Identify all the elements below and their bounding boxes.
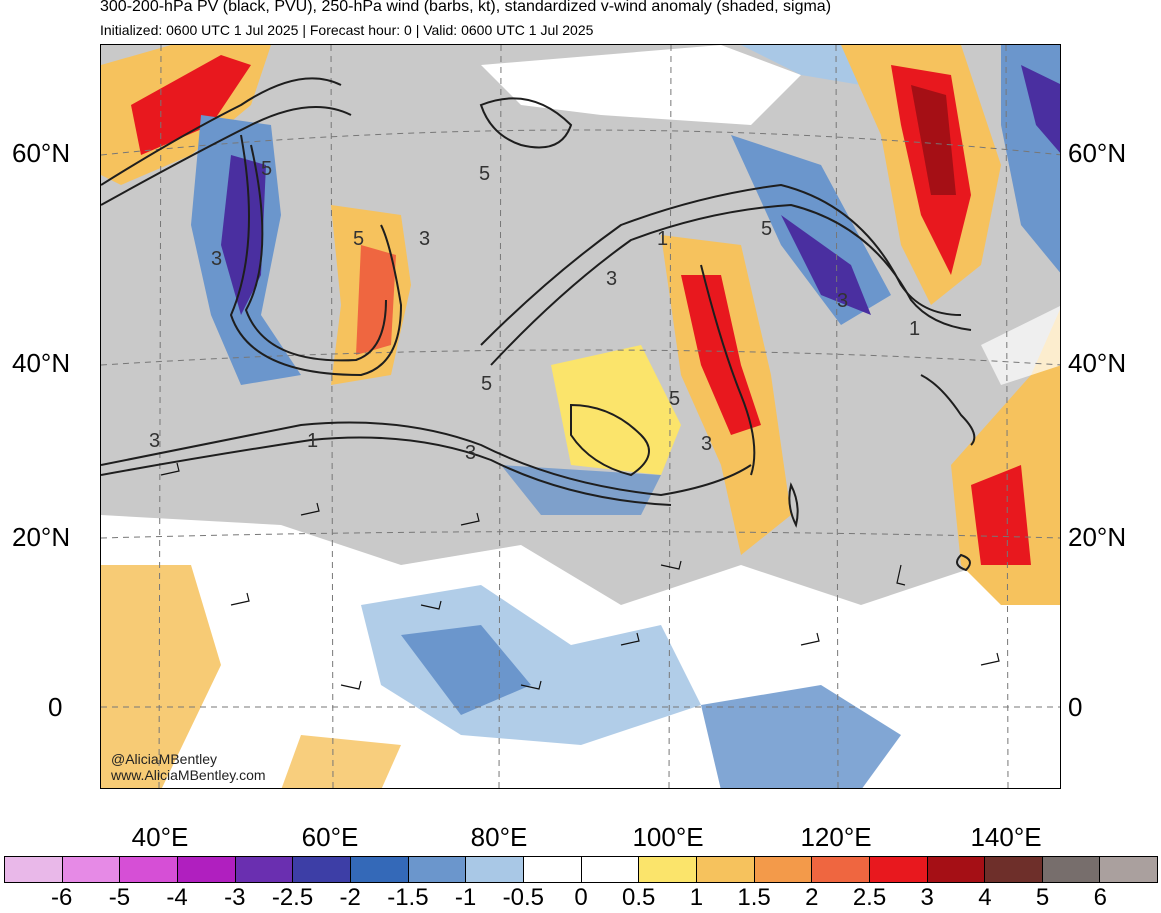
pos-anomaly-central bbox=[551, 345, 681, 475]
colorbar-segment bbox=[1100, 857, 1158, 882]
credit-url: www.AliciaMBentley.com bbox=[111, 767, 266, 783]
lat-label-right: 60°N bbox=[1068, 138, 1127, 168]
lat-label-left: 20°N bbox=[12, 522, 71, 552]
colorbar-tick-label: -6 bbox=[51, 884, 73, 911]
pos-anomaly-south bbox=[281, 735, 401, 788]
neg-anomaly-ne-core bbox=[1021, 65, 1060, 153]
lon-label: 100°E bbox=[632, 822, 704, 852]
lon-label: 80°E bbox=[470, 822, 528, 852]
lat-label-left: 0 bbox=[48, 692, 63, 722]
pos-anomaly-ridge-core bbox=[356, 245, 396, 355]
colorbar-tick-label: -2.5 bbox=[271, 884, 314, 911]
pos-anomaly-africa bbox=[101, 565, 221, 788]
colorbar-segment bbox=[466, 857, 524, 882]
colorbar-tick-label: 2.5 bbox=[852, 884, 887, 911]
colorbar-tick-label: 6 bbox=[1093, 884, 1107, 911]
chart-subtitle: Initialized: 0600 UTC 1 Jul 2025 | Forec… bbox=[100, 22, 594, 38]
colorbar-segment bbox=[927, 857, 986, 882]
credit-handle: @AliciaMBentley bbox=[111, 751, 218, 767]
wind-barbs bbox=[160, 462, 1000, 690]
colorbar-segment bbox=[696, 857, 755, 882]
colorbar-tick-label: -3 bbox=[224, 884, 246, 911]
colorbar-tick-label: 0 bbox=[574, 884, 588, 911]
lat-label-right: 40°N bbox=[1068, 348, 1127, 378]
colorbar-segment bbox=[120, 857, 178, 882]
colorbar-segment bbox=[350, 857, 409, 882]
neg-anomaly-tibet bbox=[501, 465, 661, 515]
colorbar-segment bbox=[639, 857, 697, 882]
colorbar-tick-label: 3 bbox=[920, 884, 934, 911]
map-graphic bbox=[101, 45, 1060, 788]
colorbar-tick-label: 5 bbox=[1035, 884, 1050, 911]
colorbar-tick-label: 1 bbox=[689, 884, 704, 911]
colorbar-tick-label: -4 bbox=[166, 884, 188, 911]
lon-label: 120°E bbox=[800, 822, 872, 852]
lon-label: 40°E bbox=[131, 822, 189, 852]
colorbar-tick-label: -1.5 bbox=[387, 884, 429, 911]
neg-anomaly-manchuria-core bbox=[781, 215, 871, 315]
lat-label-right: 20°N bbox=[1068, 522, 1127, 552]
pos-anomaly-pacific-core bbox=[971, 465, 1031, 565]
colorbar-segment bbox=[985, 857, 1043, 882]
colorbar-segment bbox=[869, 857, 928, 882]
pacific-white bbox=[981, 305, 1060, 385]
lat-label-left: 40°N bbox=[12, 348, 71, 378]
colorbar-segment bbox=[754, 857, 813, 882]
colorbar-segment bbox=[5, 857, 63, 882]
colorbar-segment bbox=[812, 857, 870, 882]
colorbar-segment bbox=[62, 857, 121, 882]
pv-contours bbox=[101, 77, 976, 572]
colorbar-segment bbox=[408, 857, 467, 882]
pos-anomaly-japan-peak bbox=[911, 85, 956, 195]
graticule bbox=[101, 45, 1060, 788]
colorbar-tick-label: 4 bbox=[978, 884, 992, 911]
neg-anomaly-core bbox=[401, 625, 531, 715]
colorbar-tick-label: -2 bbox=[339, 884, 361, 911]
colorbar bbox=[4, 856, 1158, 883]
colorbar-tick-label: -1 bbox=[454, 884, 477, 911]
lon-label: 140°E bbox=[970, 822, 1042, 852]
colorbar-segment bbox=[523, 857, 582, 882]
lat-label-right: 0 bbox=[1068, 692, 1083, 722]
neg-anomaly-sea bbox=[701, 685, 901, 788]
arctic-white bbox=[481, 45, 801, 125]
neg-anomaly-tropics bbox=[361, 585, 701, 745]
colorbar-segment bbox=[581, 857, 640, 882]
colorbar-tick-label: 0.5 bbox=[622, 884, 656, 911]
colorbar-segment bbox=[293, 857, 351, 882]
neg-anomaly-west-core bbox=[221, 155, 266, 315]
colorbar-segment bbox=[1042, 857, 1101, 882]
lat-label-left: 60°N bbox=[12, 138, 71, 168]
colorbar-tick-label: 2 bbox=[805, 884, 819, 911]
map-panel: 5 3 5 3 5 3 1 5 3 5 3 1 5 3 1 3 @AliciaM… bbox=[100, 44, 1061, 789]
lon-label: 60°E bbox=[301, 822, 359, 852]
colorbar-tick-label: -5 bbox=[108, 884, 131, 911]
colorbar-tick-label: -0.5 bbox=[502, 884, 544, 911]
colorbar-segment bbox=[177, 857, 236, 882]
pos-anomaly-nw-core bbox=[131, 55, 251, 155]
chart-title: 300-200-hPa PV (black, PVU), 250-hPa win… bbox=[100, 0, 832, 15]
colorbar-segment bbox=[235, 857, 294, 882]
colorbar-tick-label: 1.5 bbox=[737, 884, 771, 911]
